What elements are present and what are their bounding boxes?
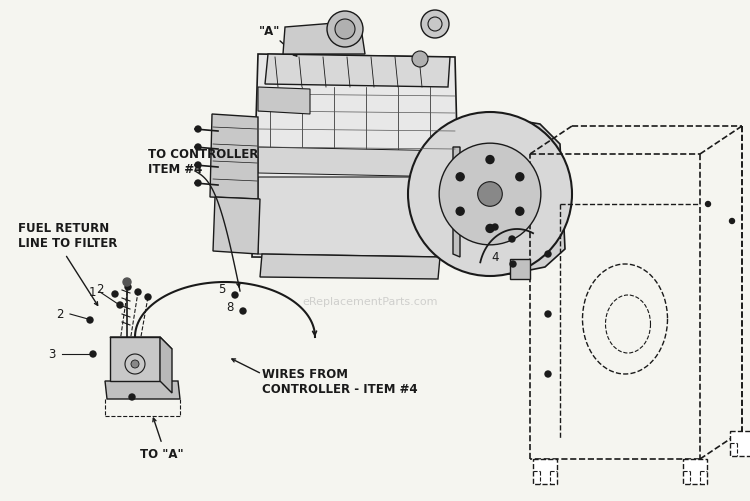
Text: 6: 6 [478, 211, 486, 224]
Polygon shape [265, 55, 450, 88]
Polygon shape [210, 115, 258, 199]
Circle shape [510, 262, 516, 268]
Text: 5: 5 [218, 283, 226, 296]
Circle shape [408, 113, 572, 277]
Circle shape [492, 224, 498, 230]
Text: 3: 3 [48, 348, 56, 361]
Text: FUEL RETURN
LINE TO FILTER: FUEL RETURN LINE TO FILTER [18, 221, 117, 249]
Text: "A": "A" [260, 25, 280, 38]
Circle shape [412, 52, 428, 68]
Polygon shape [160, 337, 172, 393]
Polygon shape [533, 459, 557, 484]
Circle shape [240, 309, 246, 314]
Circle shape [123, 279, 131, 287]
Circle shape [730, 219, 734, 224]
Text: TO "A": TO "A" [140, 447, 184, 460]
Circle shape [232, 293, 238, 299]
Circle shape [125, 285, 131, 291]
Polygon shape [110, 337, 172, 349]
Circle shape [440, 144, 541, 245]
Circle shape [195, 145, 201, 151]
Circle shape [131, 360, 139, 368]
Circle shape [545, 312, 551, 317]
Circle shape [117, 303, 123, 309]
Polygon shape [252, 55, 460, 260]
Circle shape [335, 20, 355, 40]
Text: 2: 2 [114, 388, 122, 401]
Polygon shape [260, 255, 440, 280]
Circle shape [195, 181, 201, 187]
Circle shape [195, 163, 201, 169]
Text: 2: 2 [96, 283, 104, 296]
Polygon shape [258, 88, 310, 115]
Circle shape [135, 290, 141, 296]
Text: 4: 4 [491, 251, 499, 264]
Polygon shape [105, 381, 180, 399]
Polygon shape [683, 459, 707, 484]
Circle shape [87, 317, 93, 323]
Text: 7: 7 [494, 225, 501, 238]
Polygon shape [213, 197, 260, 255]
Circle shape [516, 208, 524, 216]
Circle shape [486, 225, 494, 233]
Text: WIRES FROM
CONTROLLER - ITEM #4: WIRES FROM CONTROLLER - ITEM #4 [262, 367, 418, 395]
Polygon shape [283, 22, 365, 55]
Circle shape [509, 236, 515, 242]
Circle shape [545, 252, 551, 258]
Polygon shape [258, 178, 456, 258]
Polygon shape [258, 148, 456, 178]
Text: 2: 2 [56, 308, 64, 321]
Circle shape [456, 173, 464, 181]
Circle shape [421, 11, 449, 39]
Polygon shape [453, 148, 460, 258]
Text: 1: 1 [88, 286, 96, 299]
Circle shape [195, 127, 201, 133]
Circle shape [129, 394, 135, 400]
Circle shape [706, 202, 710, 207]
Circle shape [112, 292, 118, 298]
Circle shape [516, 173, 524, 181]
Circle shape [486, 156, 494, 164]
Text: 8: 8 [226, 301, 234, 314]
Circle shape [478, 182, 502, 207]
Polygon shape [110, 337, 160, 381]
Polygon shape [510, 260, 530, 280]
Circle shape [545, 371, 551, 377]
Text: eReplacementParts.com: eReplacementParts.com [302, 297, 438, 307]
Polygon shape [730, 431, 750, 456]
Circle shape [327, 12, 363, 48]
Text: TO CONTROLLER
ITEM #4: TO CONTROLLER ITEM #4 [148, 148, 258, 176]
Circle shape [145, 295, 151, 301]
Polygon shape [455, 120, 565, 275]
Circle shape [90, 351, 96, 357]
Circle shape [456, 208, 464, 216]
